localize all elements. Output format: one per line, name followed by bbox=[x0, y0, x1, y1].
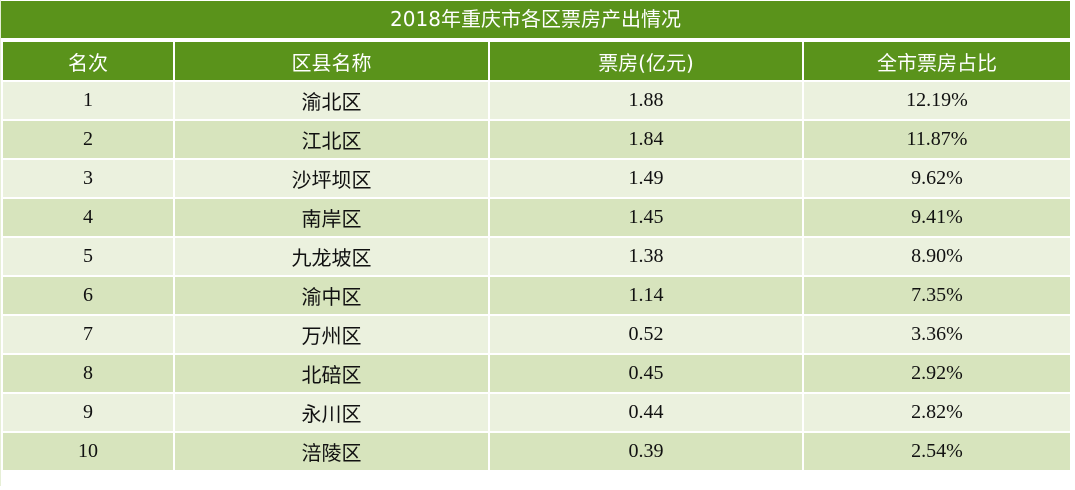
rank-cell: 4 bbox=[1, 197, 175, 238]
box-office-cell: 1.49 bbox=[488, 158, 804, 199]
table-row: 8 北碚区 0.45 2.92% bbox=[1, 353, 1072, 394]
table-row: 6 渝中区 1.14 7.35% bbox=[1, 275, 1072, 316]
rank-cell: 3 bbox=[1, 158, 175, 199]
share-cell: 8.90% bbox=[802, 236, 1072, 277]
rank-cell: 5 bbox=[1, 236, 175, 277]
table-row: 9 永川区 0.44 2.82% bbox=[1, 392, 1072, 433]
share-cell: 12.19% bbox=[802, 80, 1072, 121]
table-row: 1 渝北区 1.88 12.19% bbox=[1, 80, 1072, 121]
share-cell: 11.87% bbox=[802, 119, 1072, 160]
rank-cell: 8 bbox=[1, 353, 175, 394]
rank-cell: 9 bbox=[1, 392, 175, 433]
box-office-cell: 0.39 bbox=[488, 431, 804, 472]
box-office-cell: 1.38 bbox=[488, 236, 804, 277]
district-cell: 北碚区 bbox=[173, 353, 490, 394]
district-cell: 沙坪坝区 bbox=[173, 158, 490, 199]
table-row: 5 九龙坡区 1.38 8.90% bbox=[1, 236, 1072, 277]
share-cell: 2.82% bbox=[802, 392, 1072, 433]
district-cell: 南岸区 bbox=[173, 197, 490, 238]
rank-cell: 6 bbox=[1, 275, 175, 316]
rank-cell: 7 bbox=[1, 314, 175, 355]
table-row: 3 沙坪坝区 1.49 9.62% bbox=[1, 158, 1072, 199]
header-share: 全市票房占比 bbox=[802, 40, 1072, 82]
district-cell: 永川区 bbox=[173, 392, 490, 433]
district-cell: 九龙坡区 bbox=[173, 236, 490, 277]
rank-cell: 10 bbox=[1, 431, 175, 472]
table-row: 7 万州区 0.52 3.36% bbox=[1, 314, 1072, 355]
header-district: 区县名称 bbox=[173, 40, 490, 82]
box-office-cell: 1.14 bbox=[488, 275, 804, 316]
share-cell: 9.62% bbox=[802, 158, 1072, 199]
table-body: 1 渝北区 1.88 12.19% 2 江北区 1.84 11.87% 3 沙坪… bbox=[1, 80, 1072, 472]
table-row: 2 江北区 1.84 11.87% bbox=[1, 119, 1072, 160]
box-office-cell: 0.44 bbox=[488, 392, 804, 433]
district-cell: 涪陵区 bbox=[173, 431, 490, 472]
box-office-cell: 1.88 bbox=[488, 80, 804, 121]
rank-cell: 2 bbox=[1, 119, 175, 160]
box-office-cell: 1.84 bbox=[488, 119, 804, 160]
box-office-cell: 0.45 bbox=[488, 353, 804, 394]
box-office-table: 名次 区县名称 票房(亿元) 全市票房占比 1 渝北区 1.88 12.19% … bbox=[1, 40, 1072, 472]
header-box-office: 票房(亿元) bbox=[488, 40, 804, 82]
table-row: 10 涪陵区 0.39 2.54% bbox=[1, 431, 1072, 472]
header-row: 名次 区县名称 票房(亿元) 全市票房占比 bbox=[1, 40, 1072, 82]
box-office-cell: 1.45 bbox=[488, 197, 804, 238]
share-cell: 3.36% bbox=[802, 314, 1072, 355]
rank-cell: 1 bbox=[1, 80, 175, 121]
table-title: 2018年重庆市各区票房产出情况 bbox=[1, 1, 1070, 38]
district-cell: 万州区 bbox=[173, 314, 490, 355]
district-cell: 江北区 bbox=[173, 119, 490, 160]
box-office-cell: 0.52 bbox=[488, 314, 804, 355]
table-row: 4 南岸区 1.45 9.41% bbox=[1, 197, 1072, 238]
header-rank: 名次 bbox=[1, 40, 175, 82]
share-cell: 2.54% bbox=[802, 431, 1072, 472]
share-cell: 7.35% bbox=[802, 275, 1072, 316]
district-cell: 渝北区 bbox=[173, 80, 490, 121]
share-cell: 9.41% bbox=[802, 197, 1072, 238]
share-cell: 2.92% bbox=[802, 353, 1072, 394]
district-cell: 渝中区 bbox=[173, 275, 490, 316]
